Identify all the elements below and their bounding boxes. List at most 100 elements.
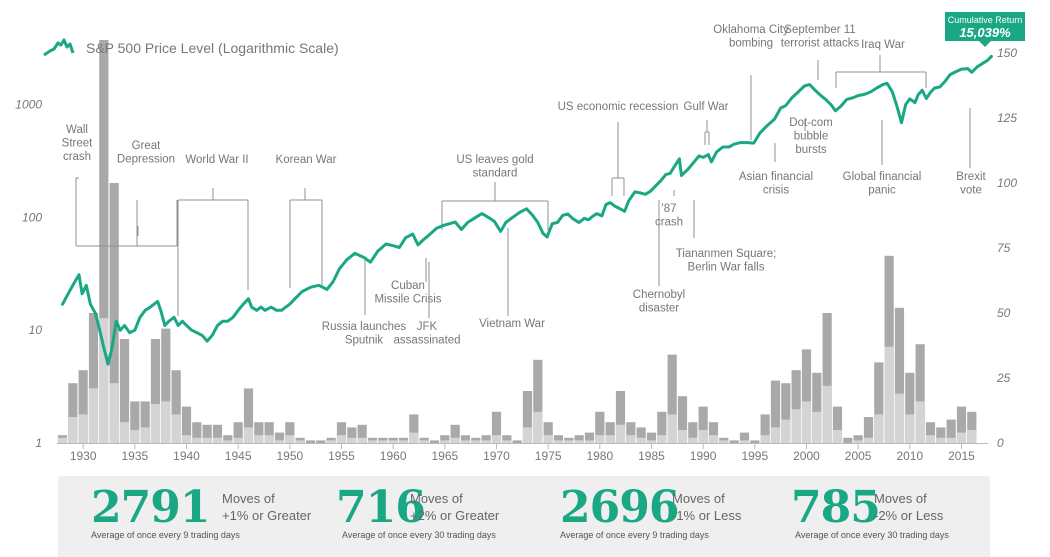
stat-label-line2: +1% or Greater [222,508,312,523]
annotation-label: Dot-com bubble bursts [789,117,832,156]
bar-1pct-1976 [553,435,564,443]
bar-2pct-1973 [522,427,533,443]
x-tick-label: 2000 [793,449,820,463]
x-tick-label: 1975 [535,449,562,463]
bar-1pct-1930 [78,370,88,443]
stat-label-line2: -2% or Less [874,508,944,523]
bar-2pct-1977 [564,440,574,443]
x-tick-label: 1940 [173,449,200,463]
bar-1pct-1948 [264,422,274,443]
bar-2pct-1930 [78,414,88,443]
bar-1pct-1978 [574,435,584,443]
bar-1pct-1956 [347,427,357,443]
bar-2pct-1934 [119,422,130,443]
bar-1pct-1944 [223,435,233,443]
bar-2pct-1960 [388,440,398,443]
annotation-label: '87 crash [655,203,683,229]
bar-1pct-1967 [460,435,471,443]
bar-1pct-1986 [657,411,667,443]
bar-1pct-1962 [409,414,419,443]
bar-2pct-1961 [398,440,409,443]
bar-2pct-1976 [553,440,564,443]
left-tick-label: 1 [35,436,42,450]
bar-2pct-1958 [367,440,378,443]
bar-1pct-1935 [130,401,140,443]
bar-2pct-1957 [357,437,367,443]
bar-2pct-1940 [181,435,192,443]
bar-1pct-2001 [812,372,822,443]
annotation-label: Oklahoma City bombing [713,24,789,50]
bar-2pct-1929 [68,417,78,443]
bar-2pct-2002 [822,385,832,443]
bar-2pct-1950 [285,435,295,443]
bar-2pct-1992 [719,440,729,443]
bar-2pct-1978 [574,440,584,443]
bar-2pct-1990 [698,430,708,443]
x-tick-label: 2005 [845,449,872,463]
left-tick-label: 10 [29,323,43,337]
bar-2pct-2015 [956,432,967,443]
bar-2pct-1998 [781,419,791,443]
annotation-label: Cuban Missile Crisis [374,280,441,306]
bar-2pct-1935 [130,430,140,443]
bar-2pct-1979 [584,440,595,443]
x-tick-label: 1985 [638,449,665,463]
bar-1pct-1989 [688,422,698,443]
bar-2pct-1946 [243,427,254,443]
annotation-label: Great Depression [117,140,175,166]
bar-2pct-1982 [615,424,626,443]
bar-1pct-1990 [698,406,708,443]
bar-2pct-1986 [657,435,667,443]
bar-2pct-1956 [347,437,357,443]
bar-2pct-1947 [254,435,264,443]
bar-2pct-1974 [533,411,543,443]
bar-1pct-1997 [770,380,781,443]
bar-1pct-1984 [636,427,646,443]
bar-2pct-1994 [739,440,750,443]
annotation-bracket [75,177,79,246]
annotation-label: Vietnam War [479,318,545,330]
bar-1pct-1940 [181,406,192,443]
x-tick-label: 1965 [431,449,458,463]
stat-label-line1: Moves of [672,491,725,506]
bar-1pct-2000 [801,349,812,443]
bar-1pct-1994 [739,432,750,443]
annotations-layer: Wall Street crash Great Depression World War … [62,24,987,347]
bar-2pct-1985 [646,440,657,443]
cumulative-return-badge: Cumulative Return 15,039% [945,12,1025,47]
bar-2pct-2010 [905,414,915,443]
bar-2pct-2013 [936,437,946,443]
x-tick-label: 1960 [380,449,407,463]
axes-layer: 1930 1935 1940 1945 1950 1955 1960 1965 1970 1975… [15,46,1017,463]
bars-layer [57,40,977,443]
bar-2pct-1955 [336,435,347,443]
right-tick-label: 125 [997,111,1017,125]
bar-1pct-1981 [605,422,615,443]
bar-1pct-1938 [161,328,171,443]
bar-2pct-1981 [605,435,615,443]
bar-2pct-1936 [140,427,150,443]
bar-2pct-1939 [171,414,181,443]
stat-number: 2696 [560,482,679,533]
bar-2pct-2007 [874,414,884,443]
stat-label-line2: -1% or Less [672,508,742,523]
bar-1pct-1975 [543,422,553,443]
bar-1pct-1946 [243,388,254,443]
bar-1pct-1987 [667,354,677,443]
bar-1pct-2005 [853,435,863,443]
bar-1pct-1952 [305,440,316,443]
annotation-label: Wall Street crash [62,124,93,163]
bar-2pct-1943 [212,437,223,443]
bar-2pct-1938 [161,401,171,443]
bar-1pct-1966 [450,424,460,443]
bar-2pct-2003 [832,430,843,443]
bar-2pct-1966 [450,437,460,443]
stat-number: 785 [791,482,881,533]
bar-1pct-1931 [88,313,99,443]
bar-1pct-1972 [512,440,522,443]
bar-2pct-1969 [481,440,491,443]
bar-1pct-1950 [285,422,295,443]
bar-2pct-2016 [967,430,977,443]
annotation-label: Tiananmen Square; Berlin War falls [676,248,777,274]
bar-2pct-1999 [791,409,801,443]
